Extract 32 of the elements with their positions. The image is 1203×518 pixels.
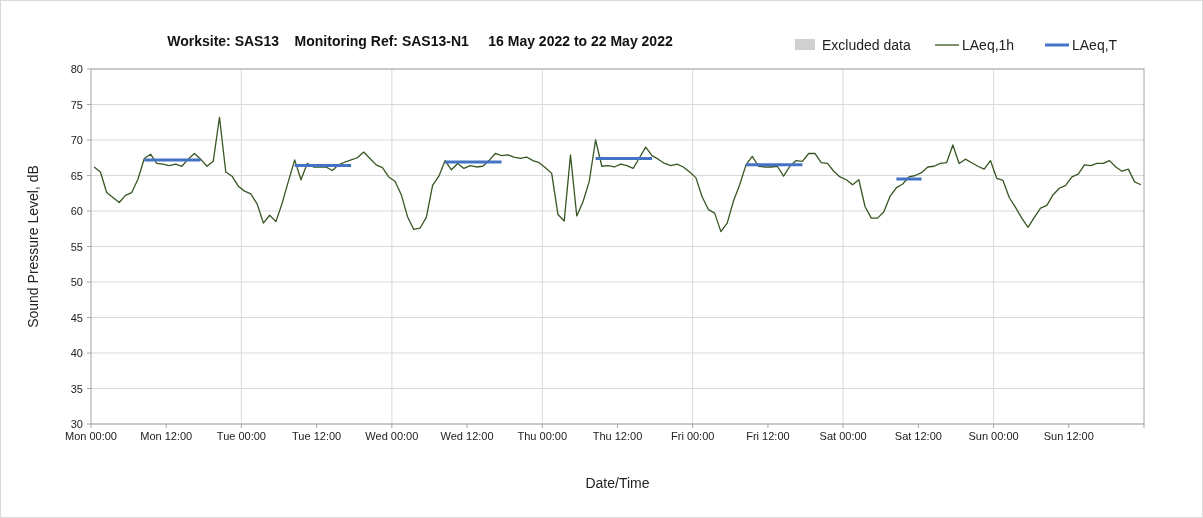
line-series <box>93 116 1142 233</box>
x-tick-label: Fri 12:00 <box>746 430 790 442</box>
x-tick-label: Wed 00:00 <box>365 430 419 442</box>
legend-label: LAeq,1h <box>962 37 1015 53</box>
y-tick-label: 80 <box>70 63 83 75</box>
chart-title: Worksite: SAS13 Monitoring Ref: SAS13-N1 16 May 2022 to 22 May 2022 <box>167 33 673 49</box>
y-tick-label: 75 <box>70 98 83 111</box>
x-axis-title: Date/Time <box>585 475 650 491</box>
y-tick-label: 40 <box>70 347 83 359</box>
x-tick-label: Fri 00:00 <box>671 430 715 442</box>
legend-label: Excluded data <box>822 37 911 53</box>
y-tick-label: 50 <box>70 276 83 288</box>
x-tick-label: Thu 00:00 <box>517 430 568 442</box>
y-axis-title: Sound Pressure Level, dB <box>25 165 41 328</box>
y-tick-label: 45 <box>70 311 83 324</box>
y-tick-label: 55 <box>70 240 83 253</box>
y-tick-label: 60 <box>70 205 83 217</box>
x-tick-label: Sun 12:00 <box>1043 430 1094 442</box>
x-tick-label: Wed 12:00 <box>440 430 494 442</box>
x-tick-label: Sat 12:00 <box>894 430 942 442</box>
x-tick-label: Thu 12:00 <box>592 430 643 442</box>
y-tick-label: 35 <box>70 382 83 395</box>
x-tick-label: Mon 00:00 <box>65 430 117 442</box>
y-tick-label: 30 <box>70 418 83 430</box>
legend-label: LAeq,T <box>1072 37 1118 53</box>
y-tick-label: 65 <box>70 169 83 182</box>
y-tick-label: 70 <box>70 134 83 146</box>
x-tick-label: Sun 00:00 <box>968 430 1019 442</box>
x-tick-label: Tue 12:00 <box>292 430 342 442</box>
x-tick-label: Sat 00:00 <box>819 430 867 442</box>
x-tick-label: Tue 00:00 <box>216 430 266 442</box>
x-tick-label: Mon 12:00 <box>140 430 193 442</box>
